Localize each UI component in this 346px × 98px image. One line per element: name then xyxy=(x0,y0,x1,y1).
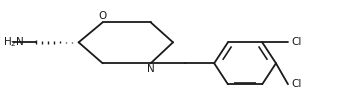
Text: O: O xyxy=(99,11,107,21)
Text: Cl: Cl xyxy=(291,37,302,47)
Text: Cl: Cl xyxy=(291,79,302,89)
Text: N: N xyxy=(147,64,155,74)
Text: H$_2$N: H$_2$N xyxy=(3,35,25,49)
